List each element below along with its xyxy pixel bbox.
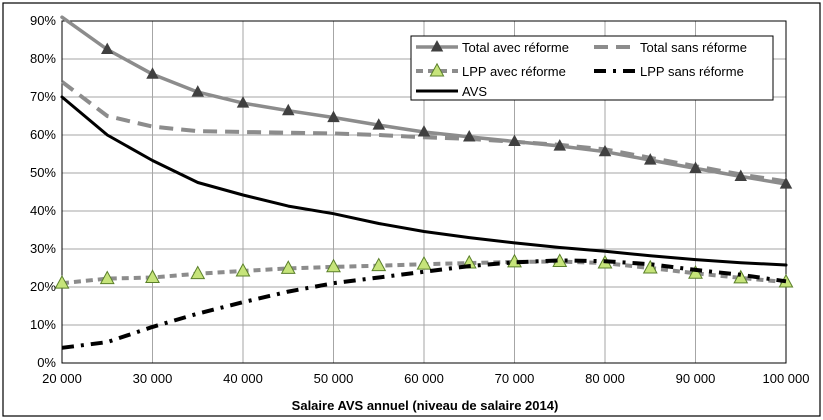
data-point [236,96,250,108]
legend-label: LPP avec réforme [462,64,566,79]
data-point [191,85,204,97]
data-point [372,118,385,130]
data-point [145,269,160,283]
data-point [327,110,340,123]
data-point [371,257,387,272]
series-lpp-avec-r-forme [54,253,794,289]
y-tick-label: 40% [30,203,56,218]
legend-label: LPP sans réforme [640,64,744,79]
legend-label: Total avec réforme [462,40,569,55]
series-total-sans-r-forme [60,80,787,184]
data-point [417,125,431,137]
series-lpp-sans-r-forme [61,258,787,350]
data-point [326,258,341,273]
y-tick-label: 80% [30,51,56,66]
x-tick-label: 60 000 [404,371,444,386]
series-total-avec-r-forme [60,15,793,189]
legend-entry: LPP avec réforme [416,62,566,79]
legend: Total avec réforme Total sans réforme LPP … [410,35,774,101]
legend-entry: Total sans réforme [594,40,747,55]
data-point [99,270,115,285]
legend-box [410,35,774,101]
data-point [463,130,476,142]
y-tick-label: 90% [30,13,56,28]
data-point [598,144,612,157]
data-point [416,256,432,270]
x-tick-label: 50 000 [314,371,354,386]
legend-entry: AVS [416,84,487,99]
data-point [190,265,206,280]
x-tick-label: 40 000 [223,371,263,386]
x-axis-title: Salaire AVS annuel (niveau de salaire 20… [292,398,559,413]
series-line [60,95,788,267]
legend-label: Total sans réforme [640,40,747,55]
data-point [54,275,70,289]
series-line [60,80,787,184]
y-tick-label: 0% [37,355,56,370]
y-tick-label: 50% [30,165,56,180]
x-axis-ticks: 20 000 30 000 40 000 50 000 60 000 70 000 80 0… [42,371,809,386]
series-layer [54,15,794,350]
data-point [282,103,295,116]
data-point [642,259,658,274]
y-axis-ticks: 0% 10% 20% 30% 40% 50% 60% 70% 80% 90% [30,13,56,370]
legend-entry: LPP sans réforme [594,64,744,79]
plot-area-border [61,20,787,364]
data-point [733,269,749,284]
legend-marker [430,40,444,52]
data-point [689,161,702,173]
x-tick-label: 30 000 [133,371,173,386]
legend-label: AVS [462,84,487,99]
y-tick-label: 30% [30,241,56,256]
data-point [146,67,159,79]
data-point [779,177,793,189]
legend-marker [429,62,445,77]
data-point [553,139,566,151]
data-point [734,169,747,181]
y-tick-label: 70% [30,89,56,104]
series-avs [60,95,788,267]
x-tick-label: 100 000 [763,371,810,386]
x-tick-label: 70 000 [495,371,535,386]
x-tick-label: 90 000 [676,371,716,386]
data-point [644,153,657,165]
series-line [61,258,787,350]
y-tick-label: 60% [30,127,56,142]
y-tick-label: 20% [30,279,56,294]
data-point [101,42,114,55]
y-tick-label: 10% [30,317,56,332]
data-point [508,134,521,147]
x-tick-label: 20 000 [42,371,82,386]
legend-entry: Total avec réforme [416,40,569,55]
data-point [235,262,251,277]
data-point [280,260,296,274]
x-tick-label: 80 000 [585,371,625,386]
